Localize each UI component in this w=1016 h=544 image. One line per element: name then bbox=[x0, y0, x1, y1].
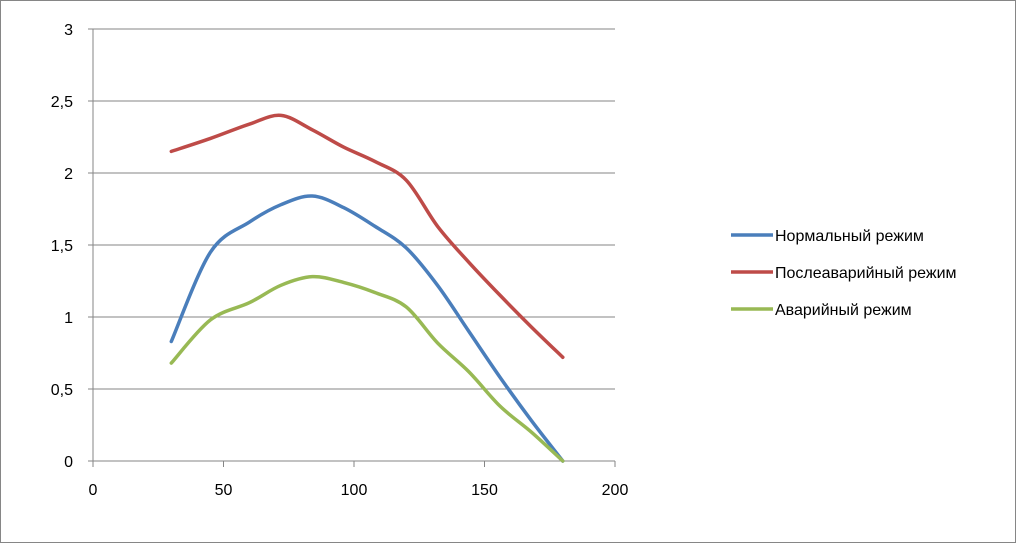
axes bbox=[88, 28, 616, 467]
series-line-3 bbox=[169, 274, 565, 463]
y-tick-label: 1,5 bbox=[51, 238, 73, 255]
legend-label: Нормальный режим bbox=[775, 228, 924, 245]
x-axis-tick-labels: 0 50 100 150 200 bbox=[89, 482, 629, 499]
legend-label: Послеаварийный режим bbox=[775, 265, 957, 282]
legend-label: Аварийный режим bbox=[775, 302, 912, 319]
series-line-2 bbox=[169, 113, 565, 360]
x-tick-label: 50 bbox=[215, 482, 233, 499]
x-tick-label: 150 bbox=[471, 482, 498, 499]
x-tick-label: 200 bbox=[602, 482, 629, 499]
y-tick-label: 3 bbox=[64, 22, 73, 39]
series-line-1 bbox=[169, 194, 565, 463]
legend: Нормальный режим Послеаварийный режим Авар… bbox=[731, 228, 957, 319]
y-tick-label: 2 bbox=[64, 166, 73, 183]
x-tick-label: 100 bbox=[341, 482, 368, 499]
y-tick-label: 2,5 bbox=[51, 94, 73, 111]
x-tick-label: 0 bbox=[89, 482, 98, 499]
y-tick-label: 1 bbox=[64, 310, 73, 327]
y-axis-tick-labels: 0 0,5 1 1,5 2 2,5 3 bbox=[51, 22, 73, 471]
series-lines bbox=[169, 113, 565, 463]
y-tick-label: 0,5 bbox=[51, 382, 73, 399]
gridlines bbox=[93, 28, 615, 390]
y-tick-label: 0 bbox=[64, 454, 73, 471]
